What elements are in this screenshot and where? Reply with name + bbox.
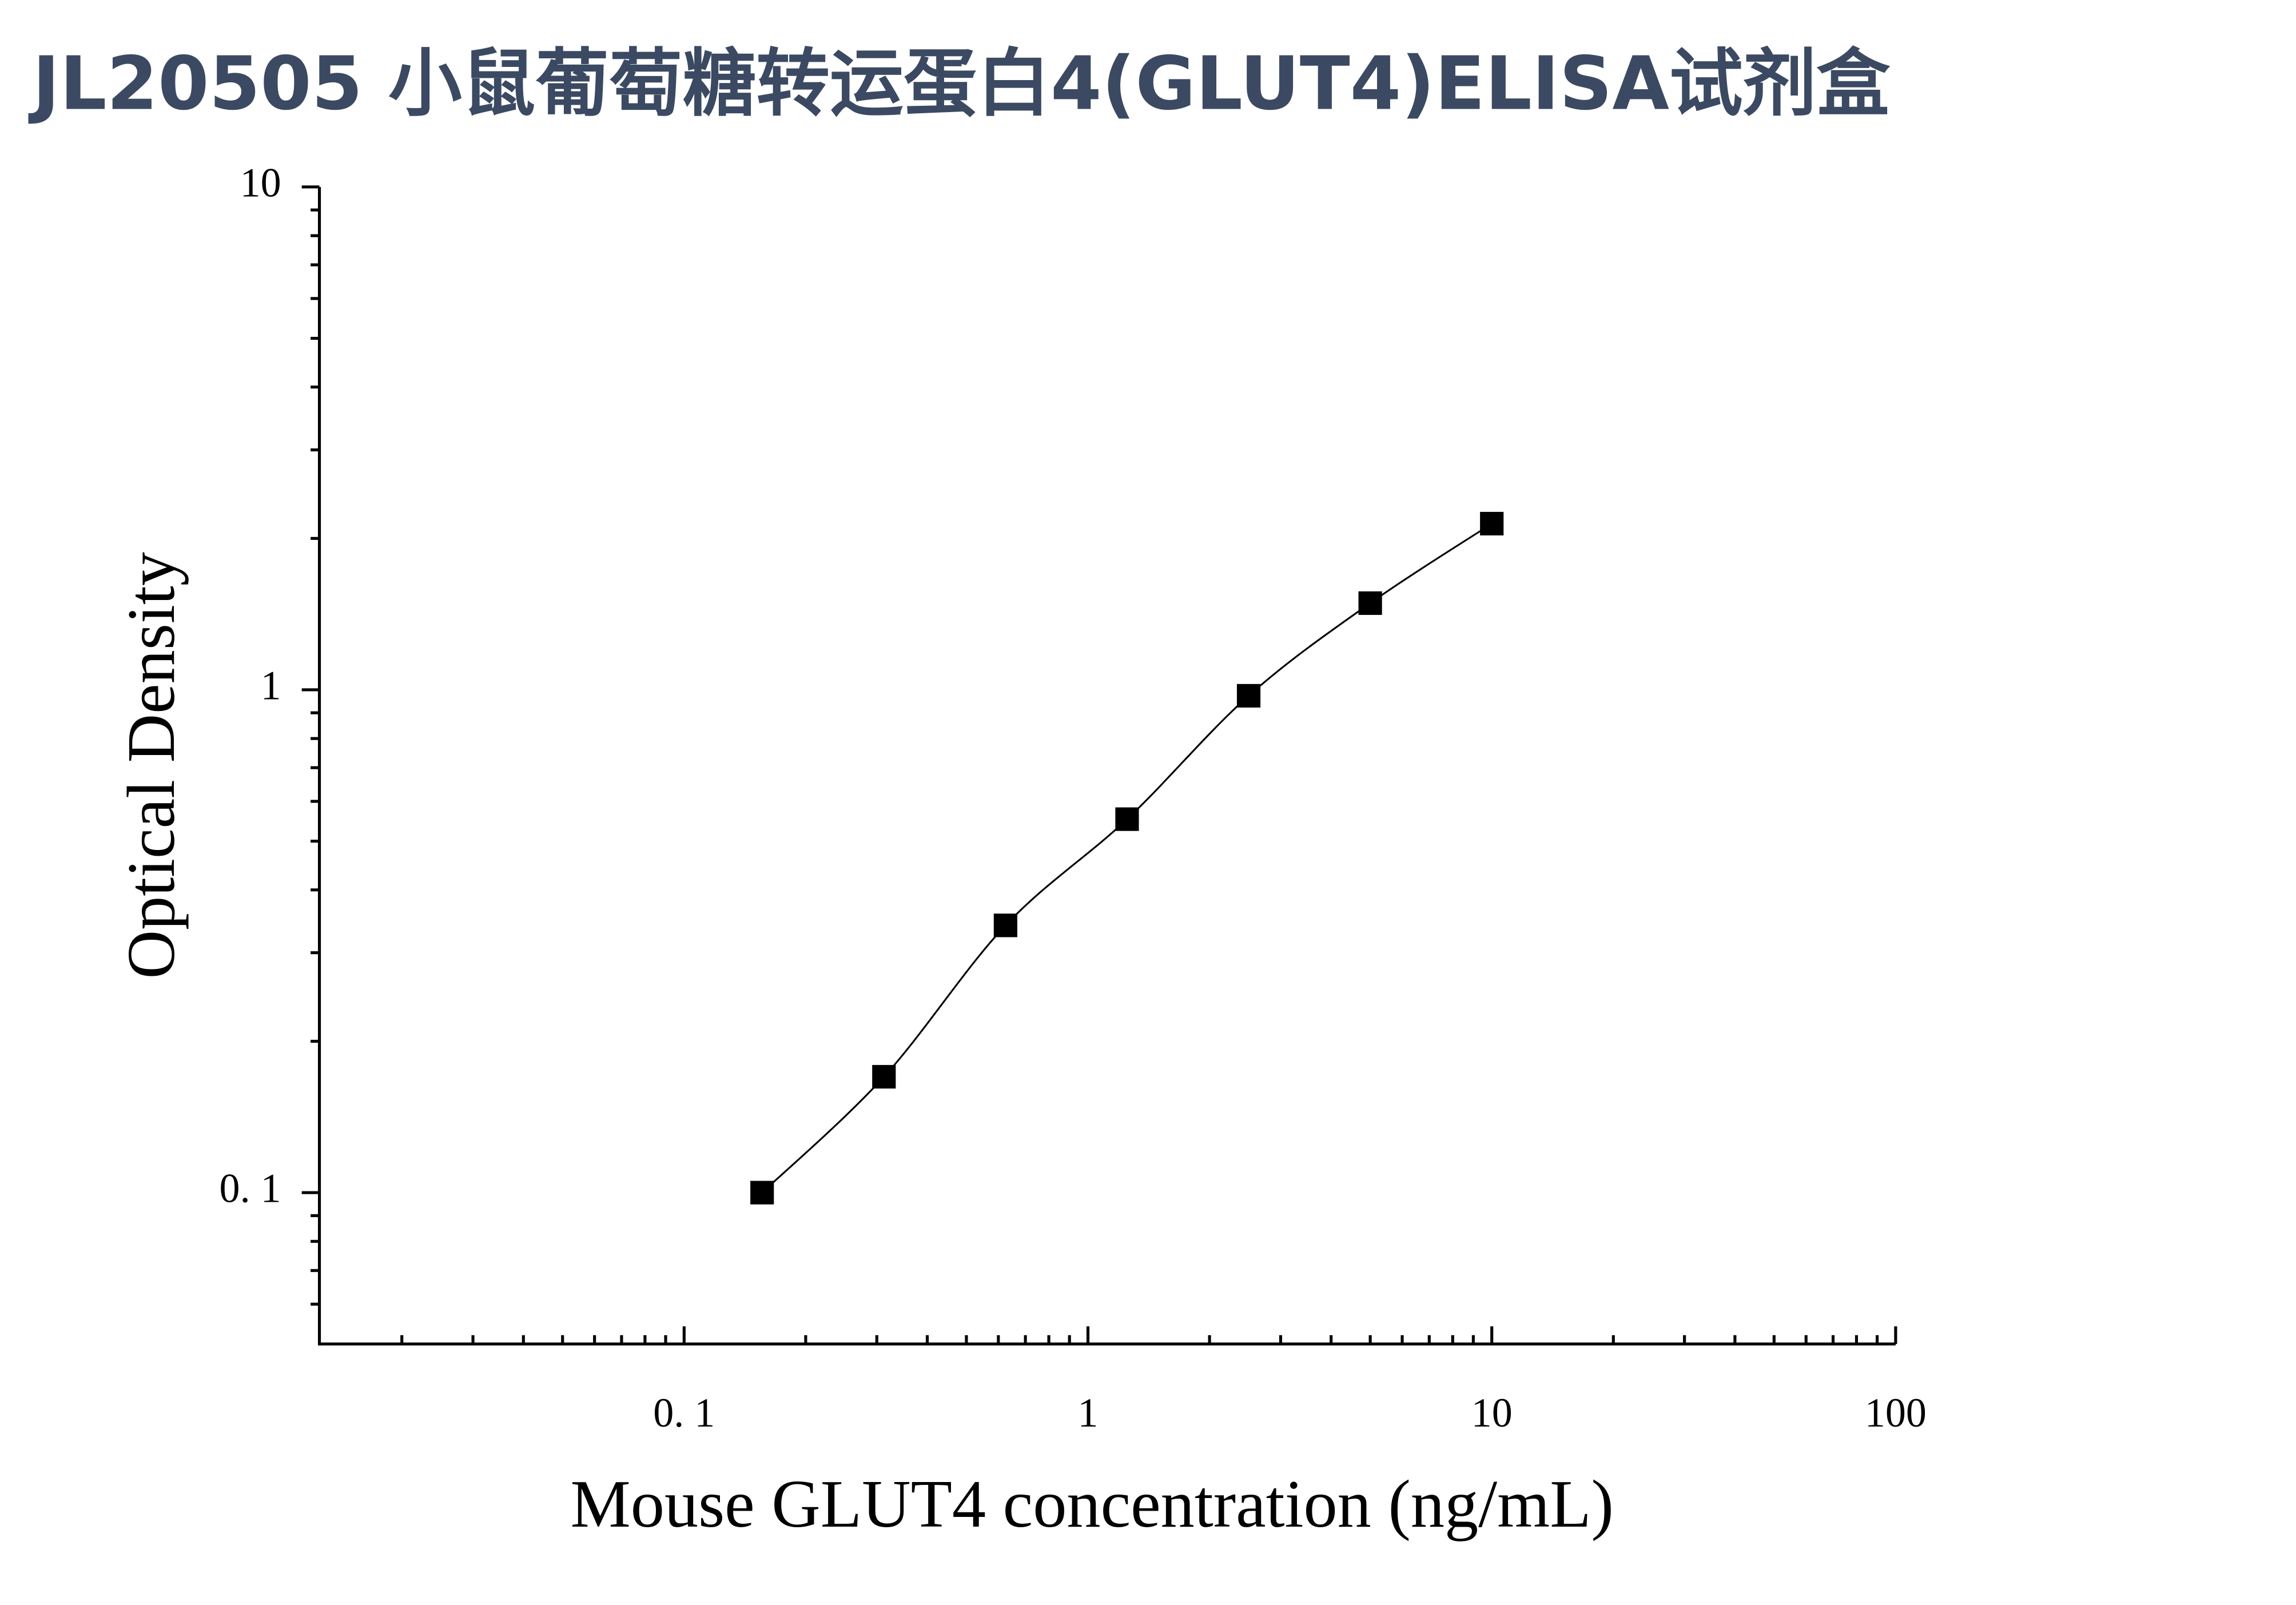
x-tick-label: 10 (1471, 1390, 1513, 1436)
y-tick-label: 1 (261, 662, 281, 708)
data-point (1358, 591, 1382, 615)
y-tick-label: 10 (240, 160, 281, 205)
fit-line (761, 523, 1493, 1194)
x-tick-label: 100 (1865, 1390, 1927, 1436)
chart-title: JL20505 小鼠葡萄糖转运蛋白4(GLUT4)ELISA试剂盒 (28, 41, 1891, 126)
data-point (1115, 807, 1139, 831)
x-tick-label: 0. 1 (653, 1390, 715, 1436)
data-point (993, 913, 1017, 937)
x-axis-label: Mouse GLUT4 concentration (ng/mL) (570, 1467, 1613, 1542)
data-point (750, 1181, 774, 1205)
y-axis-label: Optical Density (114, 552, 189, 979)
x-tick-label: 1 (1077, 1390, 1098, 1436)
data-point (1236, 684, 1261, 708)
y-tick-label: 0. 1 (220, 1166, 281, 1211)
data-point (872, 1064, 896, 1089)
data-point (1480, 511, 1504, 536)
